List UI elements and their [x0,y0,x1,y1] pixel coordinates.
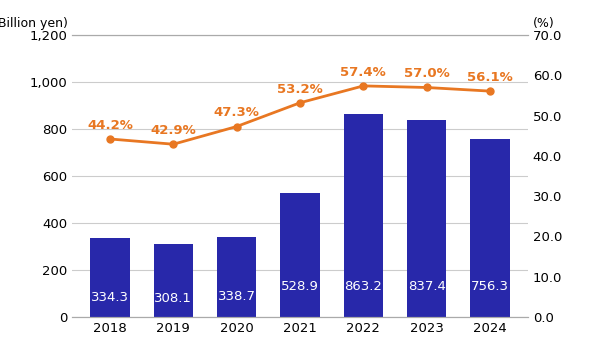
Bar [91,238,130,317]
Text: 42.9%: 42.9% [151,124,196,137]
Text: 334.3: 334.3 [91,291,129,304]
Text: 863.2: 863.2 [344,280,382,293]
Bar [407,120,446,317]
Text: (Billion yen): (Billion yen) [0,17,67,30]
Bar [344,114,383,317]
Bar [154,245,193,317]
Text: 338.7: 338.7 [218,290,256,303]
Text: 44.2%: 44.2% [87,119,133,132]
Text: 308.1: 308.1 [154,292,192,305]
Text: (%): (%) [533,17,554,30]
Text: 57.0%: 57.0% [404,67,449,80]
Bar [470,139,509,317]
Bar [280,193,320,317]
Text: 528.9: 528.9 [281,280,319,293]
Text: 837.4: 837.4 [408,280,446,293]
Text: 756.3: 756.3 [471,280,509,293]
Bar [217,237,256,317]
Text: 47.3%: 47.3% [214,106,260,119]
Text: 53.2%: 53.2% [277,82,323,95]
Text: 56.1%: 56.1% [467,71,513,84]
Text: 57.4%: 57.4% [340,65,386,78]
